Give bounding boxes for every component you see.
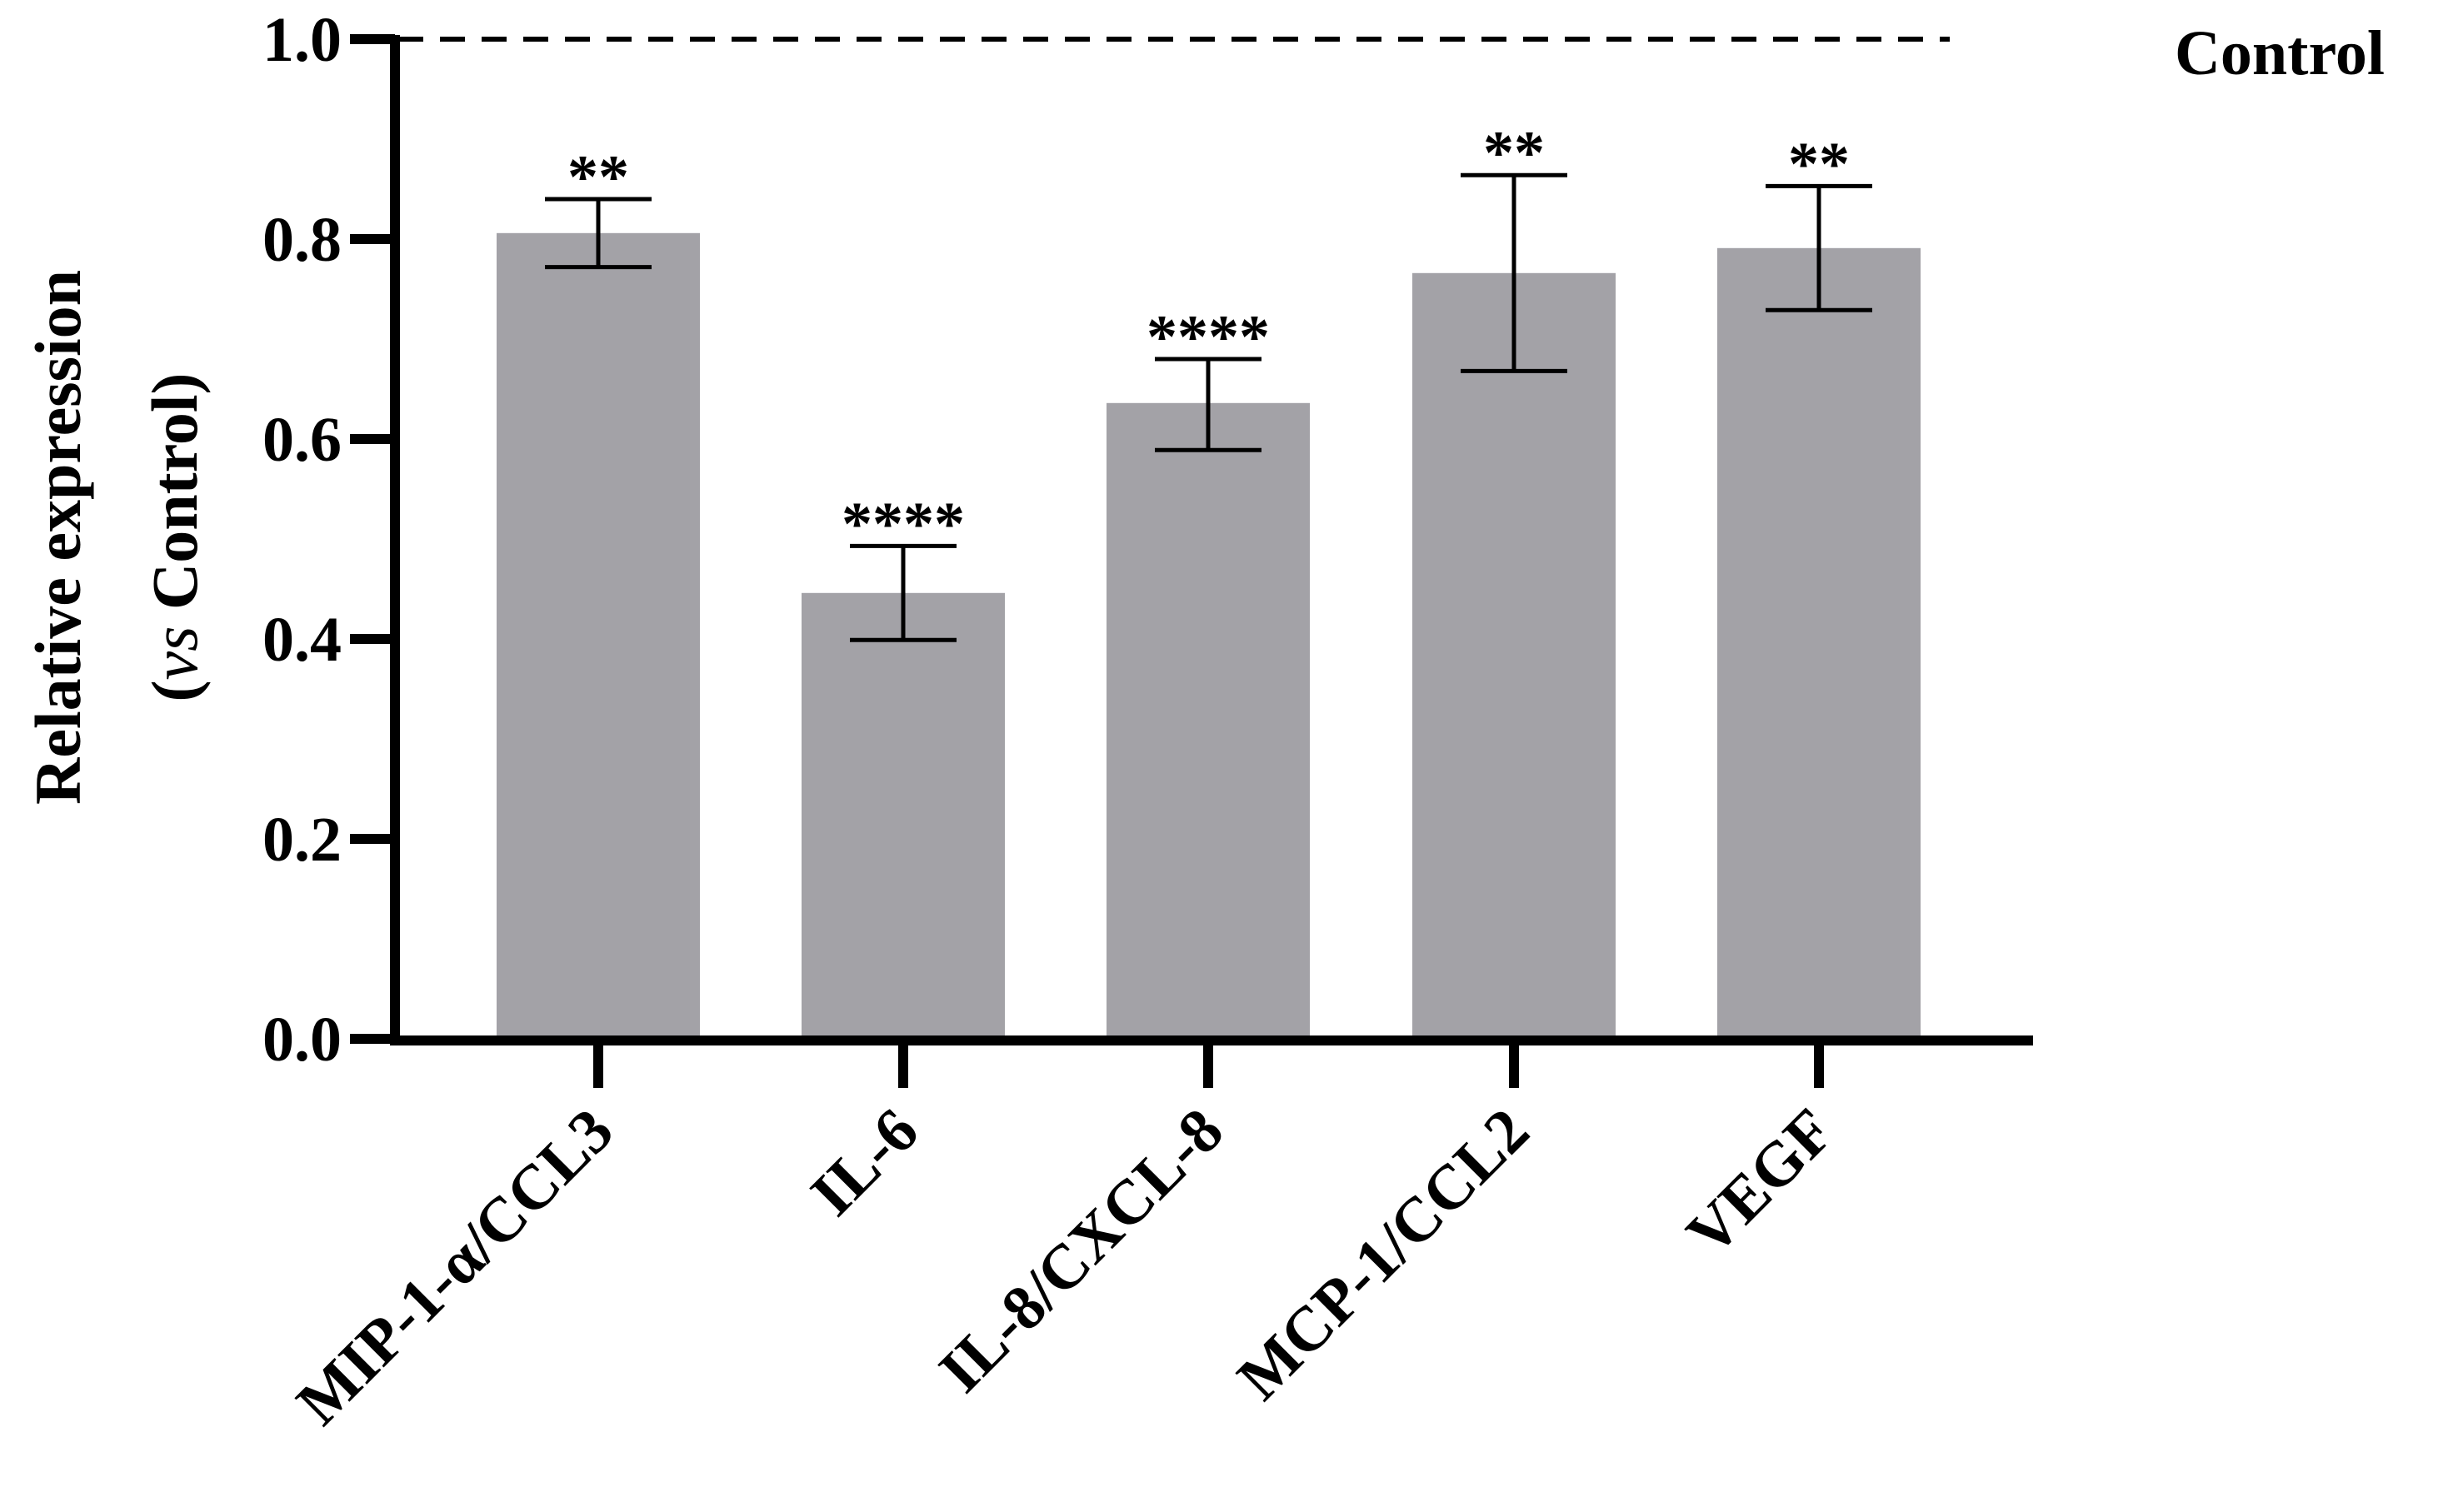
bar-3 <box>1412 272 1616 1039</box>
y-tick-label-4: 0.8 <box>262 205 342 275</box>
bar-1 <box>802 592 1005 1039</box>
error-bars-layer <box>545 172 1872 642</box>
y-axis-title-line2: (vs Control) <box>138 372 211 701</box>
significance-layer: ************ ** <box>567 119 1850 558</box>
x-tick-label-3: MCP-1/CCL2 <box>1224 1095 1542 1414</box>
y-tick-label-3: 0.6 <box>262 405 342 475</box>
significance-label-3: ** <box>1483 119 1545 187</box>
significance-label-0: ** <box>567 143 629 212</box>
y-axis-title-line1: Relative expression <box>22 270 94 805</box>
significance-label-1: **** <box>842 490 965 558</box>
bars-layer <box>497 232 1921 1039</box>
x-tick-label-4: VEGF <box>1673 1095 1847 1270</box>
significance-label-4: ** <box>1788 130 1850 198</box>
y-tick-label-2: 0.4 <box>262 605 342 675</box>
bar-2 <box>1107 402 1310 1039</box>
y-axis-title-open-paren: ( <box>138 681 211 702</box>
significance-label-2: **** <box>1147 303 1270 372</box>
bar-4 <box>1717 247 1921 1039</box>
x-tick-label-1: IL-6 <box>797 1095 932 1230</box>
y-tick-label-0: 0.0 <box>262 1005 342 1075</box>
control-reference-label: Control <box>2175 18 2385 88</box>
y-tick-label-1: 0.2 <box>262 805 342 875</box>
y-axis-title-italic-vs: vs <box>138 626 211 681</box>
axes-layer <box>390 35 2033 1045</box>
y-axis-title-rest: Control) <box>138 372 211 626</box>
y-ticks-layer: 0.0 0.2 0.4 0.6 0.8 1.0 <box>262 5 395 1075</box>
bar-0 <box>497 232 700 1039</box>
x-tick-label-2: IL-8/CXCL-8 <box>926 1095 1236 1406</box>
x-tick-label-0: MIP-1-α/CCL3 <box>283 1095 627 1439</box>
y-tick-label-5: 1.0 <box>262 5 342 75</box>
